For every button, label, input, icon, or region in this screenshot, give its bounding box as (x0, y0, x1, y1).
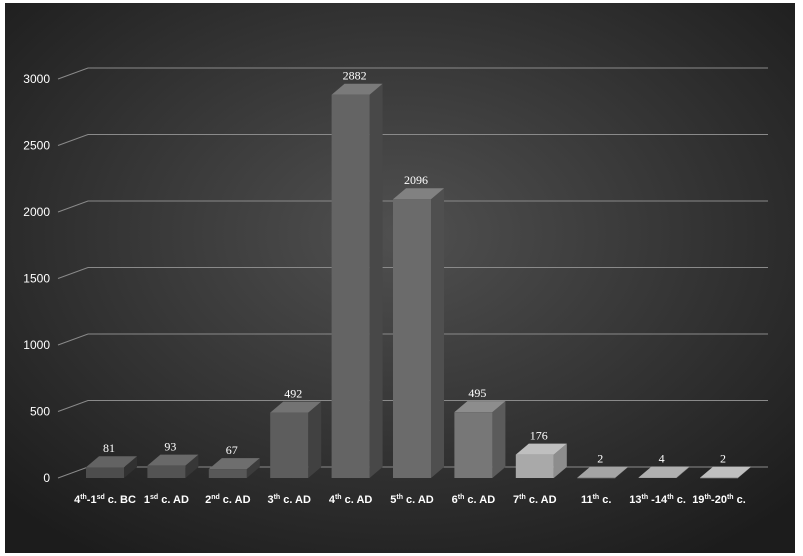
x-tick-label: 4th-1sd c. BC (74, 494, 136, 506)
x-tick-label: 1sd c. AD (144, 494, 189, 506)
x-tick-label: 7th c. AD (513, 494, 557, 506)
bar (270, 401, 322, 478)
data-label: 492 (284, 387, 302, 401)
gridlines (57, 67, 768, 479)
gridline (57, 333, 768, 346)
y-tick-label: 2000 (23, 205, 50, 219)
y-tick-label: 500 (30, 405, 50, 419)
bar (700, 466, 751, 479)
x-tick-label: 19th-20th c. (692, 494, 746, 506)
bar (454, 401, 506, 478)
data-label: 2 (720, 452, 726, 466)
bar (515, 443, 567, 478)
bar (577, 466, 629, 479)
y-tick-label: 3000 (23, 72, 50, 86)
data-label: 93 (164, 440, 176, 454)
bar (86, 456, 137, 478)
x-tick-label: 13th -14th c. (629, 494, 686, 506)
data-label: 67 (226, 443, 238, 457)
bar (208, 458, 260, 478)
data-label: 2882 (343, 69, 367, 83)
gridline (57, 200, 768, 213)
y-tick-label: 1500 (23, 272, 50, 286)
y-tick-label: 2500 (23, 139, 50, 153)
bar (393, 188, 444, 478)
y-axis: 0 500 1000 1500 2000 2500 3000 (23, 72, 50, 485)
x-axis: 4th-1sd c. BC 1sd c. AD 2nd c. AD 3th c. AD… (74, 494, 746, 506)
bar (331, 83, 383, 478)
x-tick-label: 3th c. AD (267, 494, 311, 506)
data-label: 495 (468, 386, 486, 400)
x-tick-label: 2nd c. AD (205, 494, 251, 506)
x-tick-label: 5th c. AD (390, 494, 434, 506)
x-tick-label: 4th c. AD (329, 494, 373, 506)
y-tick-label: 1000 (23, 338, 50, 352)
data-labels: 81 93 67 492 2882 2096 495 176 2 4 2 (103, 69, 726, 466)
data-label: 176 (530, 429, 548, 443)
x-tick-label: 11th c. (581, 494, 611, 506)
bar (638, 466, 690, 478)
bars (86, 83, 751, 479)
data-label: 81 (103, 441, 115, 455)
y-tick-label: 0 (43, 471, 50, 485)
gridline (57, 267, 768, 279)
x-tick-label: 6th c. AD (452, 494, 496, 506)
data-label: 2 (597, 452, 603, 466)
gridline (57, 134, 768, 146)
bar (147, 454, 199, 478)
gridline (57, 67, 768, 80)
data-label: 4 (659, 451, 665, 465)
gridline (57, 400, 768, 412)
data-label: 2096 (404, 173, 428, 187)
